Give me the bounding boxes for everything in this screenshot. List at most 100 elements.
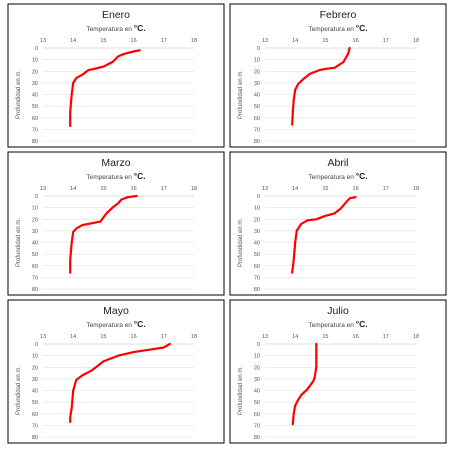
x-tick-label: 16 <box>131 186 137 192</box>
y-axis-title: Profundidad en m. <box>16 218 22 267</box>
y-tick-label: 40 <box>254 389 260 395</box>
x-tick-label: 13 <box>262 334 268 340</box>
y-tick-label: 50 <box>32 104 38 110</box>
chart-title: Enero <box>102 9 130 21</box>
y-tick-label: 70 <box>32 423 38 429</box>
y-tick-label: 30 <box>254 377 260 383</box>
x-tick-label: 14 <box>292 186 298 192</box>
x-tick-label: 17 <box>161 38 167 44</box>
y-tick-label: 10 <box>32 354 38 360</box>
chart-panel-4: Mayo Temperatura en °C. 13 14 15 16 17 18 0 10 20 3… <box>7 299 225 444</box>
y-tick-label: 50 <box>254 104 260 110</box>
y-tick-label: 70 <box>32 127 38 133</box>
series-line-0 <box>69 194 138 274</box>
panel-border <box>229 151 447 296</box>
chart-title: Febrero <box>320 9 357 21</box>
x-tick-label: 17 <box>383 186 389 192</box>
x-tick-label: 16 <box>353 334 359 340</box>
y-axis-title: Profundidad en m. <box>238 366 244 415</box>
chart-title: Marzo <box>101 157 130 169</box>
x-tick-label: 14 <box>70 334 76 340</box>
chart-title: Julio <box>327 305 349 317</box>
chart-panel-2: Marzo Temperatura en °C. 13 14 15 16 17 18 0 10 20… <box>7 151 225 296</box>
x-tick-label: 16 <box>131 334 137 340</box>
chart-panel-0: Enero Temperatura en °C. 13 14 15 16 17 18 0 10 20… <box>7 3 225 148</box>
y-tick-label: 0 <box>257 194 260 200</box>
y-tick-label: 20 <box>32 217 38 223</box>
x-tick-label: 13 <box>40 186 46 192</box>
y-tick-label: 60 <box>32 264 38 270</box>
x-tick-label: 13 <box>262 38 268 44</box>
chart-panel-1: Febrero Temperatura en °C. 13 14 15 16 17 18 0 10… <box>229 3 447 148</box>
x-axis-title: Temperatura en °C. <box>86 23 145 33</box>
y-tick-label: 60 <box>254 264 260 270</box>
x-tick-label: 18 <box>413 186 419 192</box>
series-line-0 <box>291 342 318 426</box>
x-tick-label: 14 <box>292 334 298 340</box>
x-tick-label: 16 <box>353 186 359 192</box>
y-axis-title: Profundidad en m. <box>238 218 244 267</box>
x-tick-label: 17 <box>383 334 389 340</box>
y-tick-label: 80 <box>32 139 38 145</box>
y-tick-label: 70 <box>254 127 260 133</box>
chart-title: Mayo <box>103 305 129 317</box>
x-tick-label: 16 <box>353 38 359 44</box>
y-tick-label: 30 <box>32 81 38 87</box>
y-tick-label: 80 <box>254 287 260 293</box>
y-tick-label: 10 <box>254 206 260 212</box>
x-tick-label: 13 <box>262 186 268 192</box>
x-tick-label: 14 <box>70 38 76 44</box>
y-tick-label: 40 <box>32 389 38 395</box>
x-tick-label: 15 <box>100 334 106 340</box>
panel-border <box>7 151 225 296</box>
x-tick-label: 14 <box>292 38 298 44</box>
x-tick-label: 18 <box>191 38 197 44</box>
y-tick-label: 30 <box>32 377 38 383</box>
x-tick-label: 18 <box>191 186 197 192</box>
y-tick-label: 20 <box>32 365 38 371</box>
y-tick-label: 0 <box>35 46 38 52</box>
y-tick-label: 10 <box>254 58 260 64</box>
chart-panel-5: Julio Temperatura en °C. 13 14 15 16 17 18 0 10 20… <box>229 299 447 444</box>
y-tick-label: 50 <box>254 252 260 258</box>
x-tick-label: 16 <box>131 38 137 44</box>
y-tick-label: 50 <box>254 400 260 406</box>
y-tick-label: 70 <box>32 275 38 281</box>
x-tick-label: 15 <box>322 334 328 340</box>
y-tick-label: 0 <box>35 194 38 200</box>
y-tick-label: 50 <box>32 252 38 258</box>
x-tick-label: 17 <box>161 186 167 192</box>
y-tick-label: 80 <box>32 287 38 293</box>
x-tick-label: 18 <box>413 334 419 340</box>
chart-panel-3: Abril Temperatura en °C. 13 14 15 16 17 18 0 10 20… <box>229 151 447 296</box>
y-tick-label: 80 <box>254 435 260 441</box>
y-tick-label: 0 <box>35 342 38 348</box>
y-axis-title: Profundidad en m. <box>16 70 22 119</box>
y-tick-label: 10 <box>32 58 38 64</box>
x-tick-label: 15 <box>322 186 328 192</box>
y-tick-label: 20 <box>254 69 260 75</box>
y-axis-title: Profundidad en m. <box>16 366 22 415</box>
x-tick-label: 17 <box>383 38 389 44</box>
series-line-0 <box>291 46 351 126</box>
x-tick-label: 13 <box>40 334 46 340</box>
x-tick-label: 18 <box>191 334 197 340</box>
x-tick-label: 14 <box>70 186 76 192</box>
x-tick-label: 13 <box>40 38 46 44</box>
y-tick-label: 70 <box>254 275 260 281</box>
x-axis-title: Temperatura en °C. <box>86 171 145 181</box>
y-tick-label: 60 <box>254 116 260 122</box>
panel-border <box>7 3 225 148</box>
y-tick-label: 10 <box>32 206 38 212</box>
y-tick-label: 20 <box>254 217 260 223</box>
series-line-0 <box>291 196 357 274</box>
y-tick-label: 40 <box>32 241 38 247</box>
y-tick-label: 60 <box>32 116 38 122</box>
y-tick-label: 60 <box>254 412 260 418</box>
panel-border <box>7 299 225 444</box>
y-tick-label: 80 <box>32 435 38 441</box>
x-tick-label: 15 <box>322 38 328 44</box>
series-line-0 <box>69 342 171 423</box>
x-tick-label: 18 <box>413 38 419 44</box>
